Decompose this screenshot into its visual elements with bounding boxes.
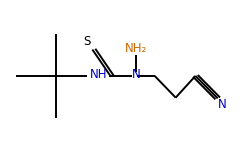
- Text: N: N: [218, 98, 227, 111]
- Text: NH₂: NH₂: [125, 42, 147, 55]
- Text: NH: NH: [90, 68, 108, 81]
- Text: N: N: [132, 68, 140, 81]
- Text: S: S: [83, 35, 90, 48]
